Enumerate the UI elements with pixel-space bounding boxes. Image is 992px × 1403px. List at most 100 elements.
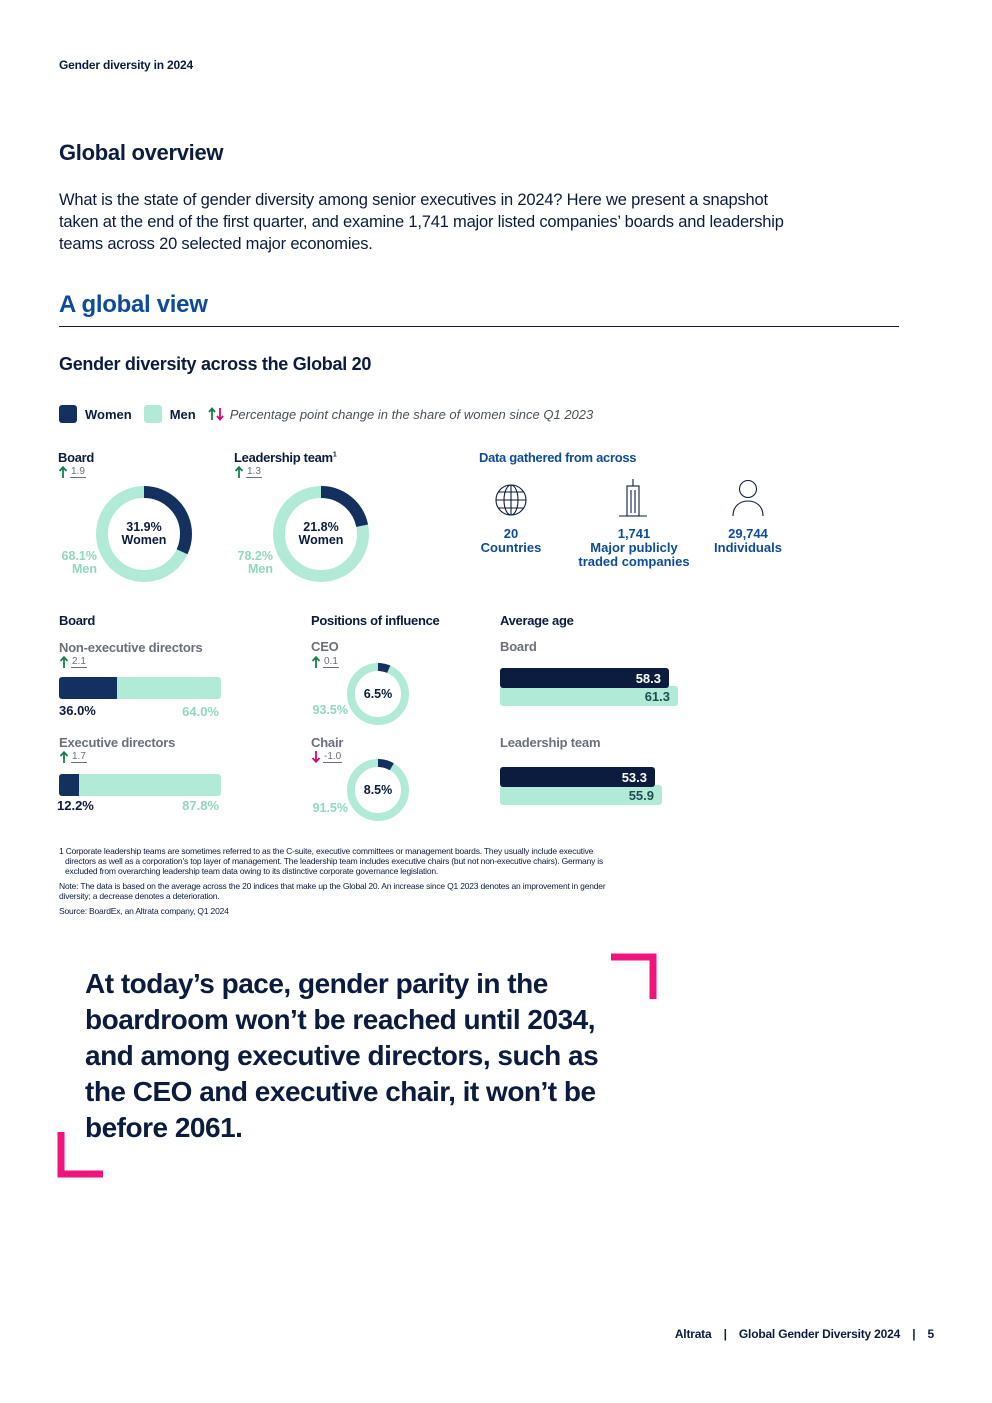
age-leadership-women-bar: 53.3 [500,767,655,787]
age-board-men-bar: 61.3 [500,686,678,706]
leadership-donut-title: Leadership team1 [234,450,337,465]
footnote-line: directors as well as a corporation’s top… [65,856,604,866]
age-leadership-men-bar: 55.9 [500,785,662,805]
positions-title: Positions of influence [311,613,440,628]
globe-icon [495,484,527,516]
average-age-title: Average age [500,613,574,628]
intro-paragraph: What is the state of gender diversity am… [59,189,879,255]
chair-women-pct: 8.5% [363,783,393,797]
footnote-line: diversity; a decrease denotes a deterior… [59,891,220,901]
stat-value: 20 [503,526,519,541]
ed-bar [59,774,221,796]
stat-label: traded companies [578,554,690,569]
ceo-women-pct: 6.5% [363,687,393,701]
footnote-line: 1 Corporate leadership teams are sometim… [59,846,594,856]
footnote-marker: 1 [332,451,337,459]
change-value: 2.1 [71,656,87,668]
change-value: -1.0 [323,751,343,763]
arrow-up-icon [234,466,244,478]
stat-label: Countries [480,540,542,555]
stat-countries: 20 Countries [466,527,556,555]
footnote-1: 1 Corporate leadership teams are sometim… [59,846,779,876]
ned-bar [59,677,221,699]
change-value: 0.1 [323,656,339,668]
leadership-donut [273,486,369,582]
ed-men-pct: 87.8% [182,798,219,813]
donut-women-slice [96,486,192,582]
ed-women-pct: 12.2% [57,798,94,813]
chart-title: Gender diversity across the Global 20 [59,354,372,374]
stat-individuals: 29,744 Individuals [703,527,793,555]
board-donut-title: Board [58,450,95,465]
footer-separator: | [912,1327,916,1341]
leadership-donut-men: 78.2% Men [216,550,273,576]
footnote-note: Note: The data is based on the average a… [59,881,779,901]
ceo-donut [347,663,409,725]
quote-line: boardroom won’t be reached until 2034, [85,1004,596,1035]
donut-women-slice [347,663,409,725]
arrow-up-icon [58,466,68,478]
ceo-change: 0.1 [311,656,339,668]
stat-label: Major publicly [590,540,678,555]
age-leadership-label: Leadership team [500,735,601,750]
men-pct: 68.1% [61,549,97,563]
women-pct: 21.8% [303,520,339,534]
ed-change: 1.7 [59,751,87,763]
ned-change: 2.1 [59,656,87,668]
change-value: 1.7 [71,751,87,763]
chair-men-pct: 91.5% [312,801,348,815]
quote-bracket-bottom-icon [57,1132,103,1178]
age-leadership-bars: 55.9 53.3 [500,767,680,809]
age-board-label: Board [500,639,537,654]
data-gathered-title: Data gathered from across [479,450,637,465]
board-bars-title: Board [59,613,96,628]
footnote-line: excluded from overarching leadership tea… [65,866,439,876]
quote-line: the CEO and executive chair, it won’t be [85,1076,596,1107]
leadership-donut-center: 21.8% Women [273,521,369,547]
overview-title: Global overview [59,140,224,165]
board-donut [96,486,192,582]
section-divider [59,326,899,327]
ned-women-pct: 36.0% [59,703,96,718]
stat-companies: 1,741 Major publicly traded companies [574,527,694,569]
legend-change-note: Percentage point change in the share of … [229,406,594,422]
intro-line: teams across 20 selected major economies… [59,235,373,253]
age-value: 61.3 [644,689,670,704]
age-board-bars: 61.3 58.3 [500,668,680,710]
stat-value: 29,744 [728,526,768,541]
men-caption: Men [72,562,97,576]
stat-label: Individuals [714,540,782,555]
footnote-line: Note: The data is based on the average a… [59,881,606,891]
chair-label: Chair [311,735,344,750]
donut-women-slice [347,759,409,821]
ed-bar-women [59,774,79,796]
chair-change: -1.0 [311,751,343,763]
ned-bar-women [59,677,118,699]
arrow-up-icon [59,656,69,668]
page-footer: Altrata | Global Gender Diversity 2024 |… [675,1327,934,1341]
age-value: 55.9 [628,788,654,803]
section-title: A global view [59,291,208,318]
age-value: 58.3 [635,671,661,686]
building-icon [619,479,647,517]
quote-line: and among executive directors, such as [85,1040,599,1071]
person-icon [732,479,764,517]
ned-men-pct: 64.0% [182,704,219,719]
ceo-men-pct: 93.5% [312,703,348,717]
men-caption: Men [248,562,273,576]
up-down-arrows-icon [208,407,224,421]
legend-women: Women [59,405,132,423]
quote-line: At today’s pace, gender parity in the [85,968,548,999]
footer-publication: Global Gender Diversity 2024 [738,1327,901,1341]
legend-men-swatch [143,405,162,423]
age-value: 53.3 [621,770,647,785]
intro-line: taken at the end of the first quarter, a… [59,213,784,231]
legend-women-swatch [59,405,77,423]
change-value: 1.3 [246,466,262,478]
intro-line: What is the state of gender diversity am… [59,191,768,209]
footer-page-number: 5 [927,1327,935,1341]
board-donut-center: 31.9% Women [96,521,192,547]
footnote-source: Source: BoardEx, an Altrata company, Q1 … [59,906,229,916]
arrow-up-icon [311,656,321,668]
running-header: Gender diversity in 2024 [59,58,193,72]
